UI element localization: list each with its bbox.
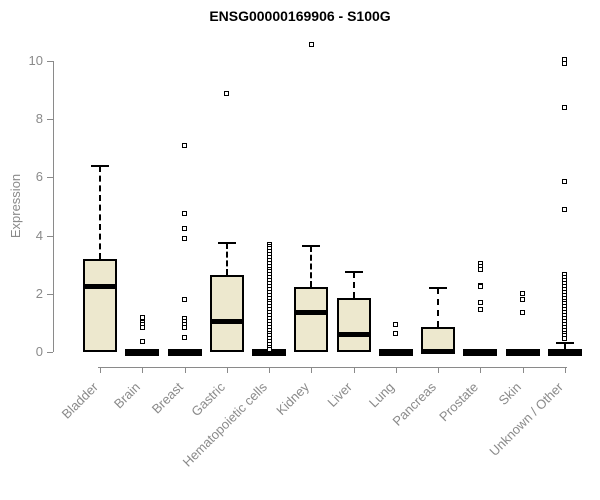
median-line xyxy=(209,318,244,324)
y-tick xyxy=(47,235,53,237)
outlier-point xyxy=(182,225,188,231)
y-tick xyxy=(47,293,53,295)
x-tick xyxy=(353,367,355,373)
x-tick xyxy=(395,367,397,373)
chart-title: ENSG00000169906 - S100G xyxy=(209,8,391,24)
x-tick xyxy=(522,367,524,373)
outlier-point xyxy=(139,314,145,320)
x-tick xyxy=(564,367,566,373)
outlier-point xyxy=(477,307,483,313)
outlier-point xyxy=(520,291,526,297)
whisker-line xyxy=(99,165,101,259)
box-flat xyxy=(463,348,498,356)
outlier-point xyxy=(477,266,483,272)
y-tick xyxy=(47,61,53,62)
whisker-cap xyxy=(344,270,363,273)
box-flat xyxy=(547,348,582,356)
whisker-line xyxy=(563,343,566,350)
box xyxy=(336,298,371,352)
x-tick xyxy=(311,367,313,373)
outlier-point xyxy=(182,324,188,330)
box-flat xyxy=(505,348,540,356)
outlier-point xyxy=(477,300,483,306)
outlier-point xyxy=(224,90,230,96)
outlier-point xyxy=(562,206,568,212)
whisker-cap xyxy=(217,241,236,244)
box-flat xyxy=(378,348,413,356)
x-tick xyxy=(438,367,440,373)
outlier-point xyxy=(562,61,568,67)
y-tick-label: 0 xyxy=(35,344,43,359)
outlier-point xyxy=(477,284,483,290)
whisker-line xyxy=(225,242,228,275)
outlier-point xyxy=(393,330,399,336)
whisker-line xyxy=(437,287,440,328)
y-tick xyxy=(47,119,53,121)
outlier-point xyxy=(562,336,568,342)
whisker-line xyxy=(310,245,313,287)
x-tick xyxy=(142,367,144,373)
box xyxy=(421,327,456,352)
outlier-point xyxy=(520,310,526,316)
box-flat xyxy=(125,348,160,356)
y-axis-line xyxy=(53,61,54,352)
median-line xyxy=(294,310,329,316)
x-tick xyxy=(269,367,271,373)
whisker-cap xyxy=(91,164,109,167)
y-tick-label: 2 xyxy=(35,285,43,301)
median-line xyxy=(421,348,456,354)
outlier-point xyxy=(182,211,188,217)
y-tick-label: 4 xyxy=(35,227,43,243)
y-tick xyxy=(47,352,53,353)
outlier-point xyxy=(182,236,188,241)
outlier-point xyxy=(520,297,526,303)
box-flat xyxy=(252,348,287,356)
whisker-cap xyxy=(302,244,321,247)
x-tick xyxy=(184,367,186,373)
whisker-cap xyxy=(429,286,448,289)
outlier-point xyxy=(139,339,145,345)
whisker-line xyxy=(352,271,355,299)
x-tick xyxy=(226,367,228,373)
outlier-point xyxy=(182,334,188,340)
x-tick xyxy=(480,367,482,373)
median-line xyxy=(336,332,371,338)
x-tick xyxy=(100,367,101,373)
whisker-cap xyxy=(555,342,574,345)
median-line xyxy=(83,284,117,290)
y-tick-label: 10 xyxy=(28,53,43,68)
outlier-point xyxy=(139,324,145,330)
outlier-point xyxy=(562,105,568,111)
outlier-point xyxy=(182,297,188,303)
outlier-point xyxy=(308,42,314,48)
box xyxy=(209,274,244,352)
outlier-point xyxy=(393,321,399,327)
y-tick-label: 6 xyxy=(35,169,43,185)
outlier-point xyxy=(266,346,272,352)
outlier-point xyxy=(182,142,188,148)
outlier-point xyxy=(562,179,568,185)
y-tick-label: 8 xyxy=(35,111,43,127)
box xyxy=(83,258,117,352)
x-axis-line xyxy=(98,367,567,368)
box xyxy=(294,286,329,352)
y-tick xyxy=(47,177,53,179)
box-flat xyxy=(167,348,202,356)
